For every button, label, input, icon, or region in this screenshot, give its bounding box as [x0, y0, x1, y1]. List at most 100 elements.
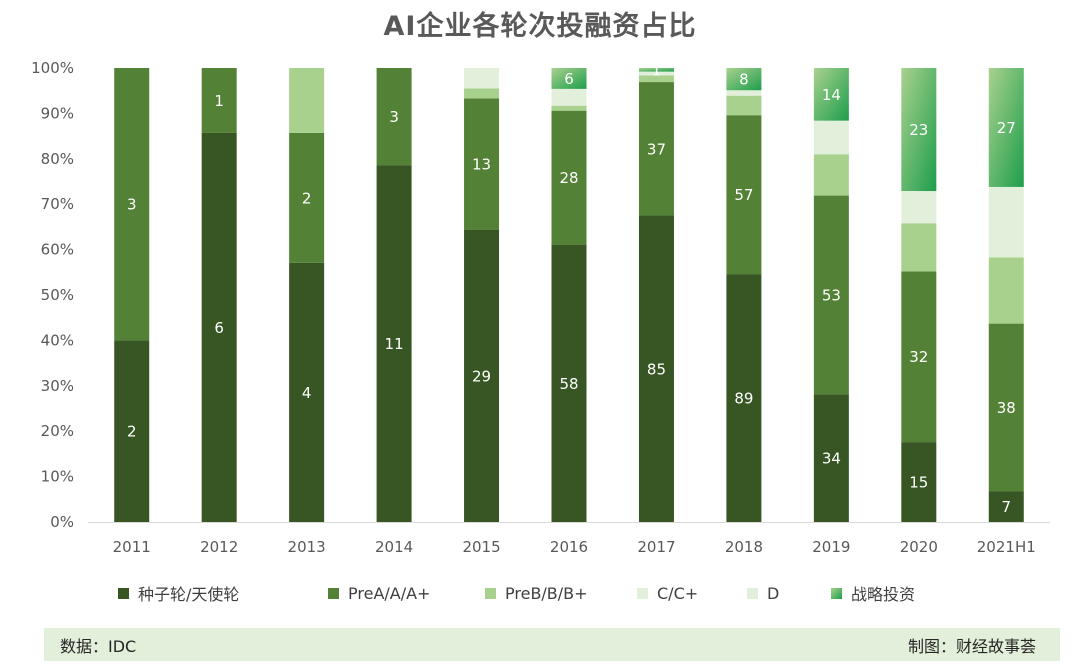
legend-item: 战略投资: [831, 580, 951, 606]
bar-segment: [464, 68, 500, 89]
bar-segment: [551, 98, 587, 106]
data-label: 14: [822, 86, 841, 104]
bar-segment: [726, 90, 762, 96]
legend-label: C/C+: [657, 583, 699, 603]
bar-segment: [464, 88, 500, 99]
x-tick-label: 2017: [637, 538, 675, 556]
x-tick-label: 2018: [725, 538, 763, 556]
legend-label: 种子轮/天使轮: [138, 585, 240, 604]
bar-segment: [638, 75, 674, 83]
bar-segment: [813, 68, 849, 121]
y-tick-label: 100%: [31, 59, 74, 77]
bar-stack-2020: 15 32 23: [901, 68, 937, 522]
data-label: 7: [1001, 498, 1011, 516]
y-tick-label: 0%: [50, 513, 74, 531]
bar-segment: [988, 68, 1024, 187]
bar-segment: [726, 274, 762, 522]
bar-segment: [114, 340, 150, 522]
legend-swatch: [118, 587, 129, 599]
bar-segment: [551, 88, 587, 99]
legend: 种子轮/天使轮 PreA/A/A+ PreB/B/B+ C/C+ D 战略投资: [118, 580, 1018, 606]
legend-item: C/C+: [637, 580, 747, 606]
legend-label: PreA/A/A+: [348, 583, 431, 603]
legend-swatch: [485, 587, 496, 599]
bar-stack-2019: 34 53 14: [813, 68, 849, 522]
bar-segment: [638, 215, 674, 523]
bar-stack-2017: 85 37 1: [638, 61, 674, 523]
bar-segment: [289, 132, 325, 263]
bar-stack-2014: 11 3: [376, 68, 412, 522]
bar-segment: [376, 68, 412, 166]
bar-segment: [901, 68, 937, 192]
bar-stack-2015: 29 13: [464, 68, 500, 522]
bar-segment: [289, 68, 325, 133]
bar-stack-2013: 42: [289, 68, 325, 522]
bar-segment: [988, 491, 1024, 522]
bar-segment: [289, 262, 325, 522]
y-tick-label: 60%: [41, 241, 74, 259]
x-tick-label: 2015: [462, 538, 500, 556]
y-tick-label: 20%: [41, 422, 74, 440]
x-tick-label: 2016: [550, 538, 588, 556]
y-tick-label: 70%: [41, 195, 74, 213]
bar-segment: [551, 110, 587, 245]
x-axis: 2011 2012 2013 2014 2015 2016 2017 2018 2019 2020…: [113, 538, 1036, 556]
bar-segment: [464, 98, 500, 230]
bar-segment: [201, 132, 237, 522]
bar-segment: [813, 120, 849, 155]
data-label: 3: [389, 108, 399, 126]
legend-item: D: [747, 580, 831, 606]
data-label: 11: [385, 335, 404, 353]
bar-segment: [726, 95, 762, 116]
data-label: 13: [472, 156, 491, 174]
bar-segment: [551, 244, 587, 522]
legend-label: D: [767, 583, 780, 603]
bar-stack-2016: 58 28 6: [551, 68, 587, 522]
data-label: 8: [739, 71, 749, 89]
bar-segment: [726, 68, 762, 91]
bar-stack-2021H1: 7 38 27: [988, 68, 1024, 522]
chart-title: AI企业各轮次投融资占比: [383, 11, 697, 42]
x-tick-label: 2011: [113, 538, 151, 556]
source-note: 数据：IDC: [60, 636, 137, 656]
y-tick-label: 30%: [41, 377, 74, 395]
data-label: 27: [997, 119, 1016, 137]
y-tick-label: 40%: [41, 331, 74, 349]
data-label: 57: [734, 186, 753, 204]
data-label: 38: [997, 399, 1016, 417]
legend-swatch: [637, 587, 648, 599]
data-label: 53: [822, 287, 841, 305]
bar-segment: [638, 82, 674, 216]
bar-segment: [813, 394, 849, 522]
bar-segment: [638, 71, 674, 76]
legend-label: 战略投资: [851, 585, 916, 604]
bar-stack-2018: 89 57 8: [726, 68, 762, 522]
data-label: 58: [559, 375, 578, 393]
legend-item: PreB/B/B+: [485, 580, 637, 606]
bar-segment: [464, 229, 500, 522]
x-tick-label: 2020: [900, 538, 938, 556]
chart-plot: 0%10%20%30%40%50%60%70%80%90%100% 236142…: [31, 59, 1050, 556]
data-label: 2: [127, 423, 137, 441]
data-label: 32: [909, 348, 928, 366]
footer-bar: 数据：IDC 制图：财经故事荟: [44, 628, 1060, 661]
credit-note: 制图：财经故事荟: [907, 636, 1036, 656]
legend-swatch: [831, 587, 842, 599]
data-label: 85: [647, 360, 666, 378]
bar-segment: [813, 195, 849, 395]
bar-stack-2011: 23: [114, 68, 150, 522]
data-label: 89: [734, 390, 753, 408]
data-label: 2: [302, 189, 312, 207]
y-tick-label: 80%: [41, 150, 74, 168]
bar-segment: [376, 165, 412, 522]
bar-segment: [901, 191, 937, 224]
y-tick-label: 10%: [41, 468, 74, 486]
data-label: 15: [909, 474, 928, 492]
bars-group: 2361421132913582868537189578345314153223…: [114, 61, 1024, 523]
legend-item: PreA/A/A+: [328, 580, 485, 606]
bar-segment: [201, 68, 237, 133]
legend-label: PreB/B/B+: [505, 583, 588, 603]
bar-segment: [988, 257, 1024, 324]
bar-segment: [901, 442, 937, 522]
